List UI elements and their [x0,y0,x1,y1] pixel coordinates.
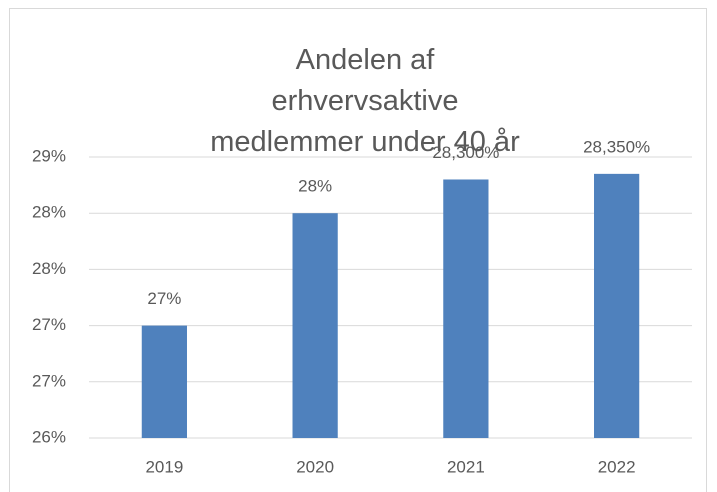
x-tick-label: 2022 [598,457,636,476]
chart-frame [9,8,707,492]
bar [594,173,640,439]
x-tick-label: 2019 [145,457,183,476]
bar [443,179,489,439]
bar [292,213,338,438]
chart-title: Andelen af erhvervsaktive medlemmer unde… [210,44,520,158]
bar [141,325,187,438]
y-tick-label: 29% [32,146,66,165]
y-tick-label: 27% [32,371,66,390]
y-tick-label: 28% [32,203,66,222]
x-tick-label: 2021 [447,457,485,476]
y-tick-label: 27% [32,315,66,334]
data-label: 28,300% [432,143,499,162]
data-label: 27% [147,289,181,308]
x-tick-label: 2020 [296,457,334,476]
data-label: 28% [298,177,332,196]
y-tick-label: 26% [32,427,66,446]
y-tick-label: 28% [32,259,66,278]
data-label: 28,350% [583,137,650,156]
